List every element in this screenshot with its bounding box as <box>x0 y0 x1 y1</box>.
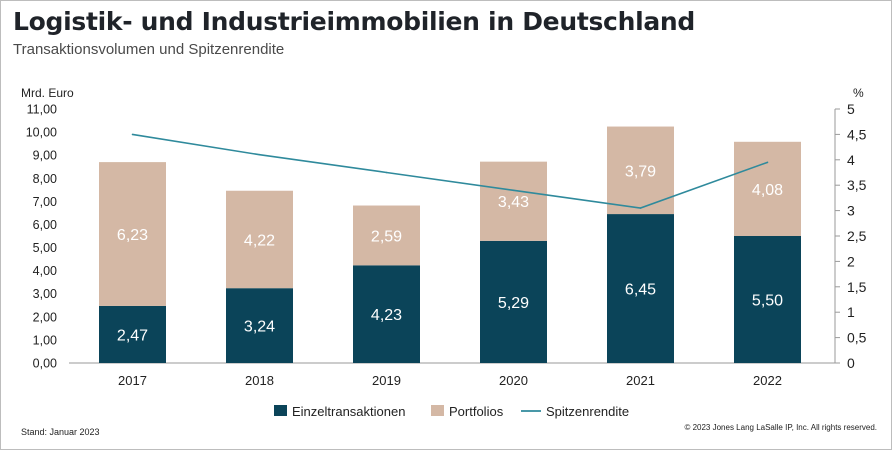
data-label-einzeltransaktionen: 5,29 <box>498 295 529 312</box>
y-tick-label: 0,00 <box>33 357 57 371</box>
y-tick-label: 5,00 <box>33 241 57 255</box>
x-tick-label: 2018 <box>245 373 274 388</box>
y2-tick-label: 2 <box>847 253 855 269</box>
data-label-einzeltransaktionen: 2,47 <box>117 327 148 344</box>
line-point-spitzenrendite <box>131 133 134 136</box>
line-point-spitzenrendite <box>385 171 388 174</box>
chart-title: Logistik- und Industrieimmobilien in Deu… <box>13 7 696 36</box>
bar-einzeltransaktionen <box>226 288 293 363</box>
y2-tick-label: 3,5 <box>847 177 867 193</box>
line-spitzenrendite <box>132 133 768 209</box>
legend-label-portfolios: Portfolios <box>449 404 504 419</box>
stand-note: Stand: Januar 2023 <box>21 427 100 437</box>
data-label-portfolios: 3,79 <box>625 163 656 180</box>
bar-portfolios <box>99 162 166 306</box>
x-tick-label: 2019 <box>372 373 401 388</box>
y-tick-label: 6,00 <box>33 218 57 232</box>
x-tick-label: 2017 <box>118 373 147 388</box>
y-tick-label: 4,00 <box>33 264 57 278</box>
y-tick-label: 11,00 <box>27 103 57 117</box>
y2-tick-label: 1,5 <box>847 279 867 295</box>
y2-tick-label: 4 <box>847 152 855 168</box>
bar-portfolios <box>353 205 420 266</box>
data-label-portfolios: 4,22 <box>244 232 275 249</box>
y2-tick-label: 2,5 <box>847 228 867 244</box>
chart-subtitle: Transaktionsvolumen und Spitzenrendite <box>13 41 285 58</box>
bar-portfolios <box>734 141 801 236</box>
legend-label-spitzenrendite: Spitzenrendite <box>546 404 629 419</box>
legend-swatch-portfolios <box>431 405 444 416</box>
y2-tick-label: 3 <box>847 203 855 219</box>
data-label-einzeltransaktionen: 4,23 <box>371 307 402 324</box>
line-point-spitzenrendite <box>766 161 769 164</box>
bar-portfolios <box>480 161 547 241</box>
bar-portfolios <box>226 190 293 289</box>
x-tick-label: 2021 <box>626 373 655 388</box>
data-label-einzeltransaktionen: 6,45 <box>625 282 656 299</box>
data-label-portfolios: 4,08 <box>752 182 783 199</box>
x-tick-label: 2020 <box>499 373 528 388</box>
data-label-einzeltransaktionen: 5,50 <box>752 293 783 310</box>
data-label-portfolios: 3,43 <box>498 194 529 211</box>
copyright-note: © 2023 Jones Lang LaSalle IP, Inc. All r… <box>684 423 877 432</box>
y-tick-label: 8,00 <box>33 172 57 186</box>
y-tick-label: 7,00 <box>33 195 57 209</box>
y2-tick-label: 0,5 <box>847 330 867 346</box>
bar-einzeltransaktionen <box>99 305 166 363</box>
y2-tick-label: 4,5 <box>847 126 867 142</box>
y-tick-label: 10,00 <box>26 126 57 140</box>
bar-einzeltransaktionen <box>607 214 674 363</box>
line-point-spitzenrendite <box>512 189 515 192</box>
data-label-einzeltransaktionen: 3,24 <box>244 319 275 336</box>
x-tick-label: 2022 <box>753 373 782 388</box>
y2-tick-label: 5 <box>847 101 855 117</box>
y-tick-label: 9,00 <box>33 149 57 163</box>
y-tick-label: 2,00 <box>33 310 57 324</box>
y-tick-label: 3,00 <box>33 287 57 301</box>
y2-tick-label: 1 <box>847 304 855 320</box>
y2-tick-label: 0 <box>847 355 855 371</box>
y-axis-title: Mrd. Euro <box>21 86 74 100</box>
line-point-spitzenrendite <box>639 207 642 209</box>
bar-einzeltransaktionen <box>480 240 547 363</box>
data-label-portfolios: 6,23 <box>117 227 148 244</box>
legend-label-einzeltransaktionen: Einzeltransaktionen <box>292 404 405 419</box>
bar-einzeltransaktionen <box>734 236 801 363</box>
bar-einzeltransaktionen <box>353 265 420 363</box>
y-tick-label: 1,00 <box>33 333 57 347</box>
line-point-spitzenrendite <box>258 153 261 156</box>
data-label-portfolios: 2,59 <box>371 228 402 245</box>
y2-axis-title: % <box>853 86 864 100</box>
legend-swatch-einzeltransaktionen <box>274 405 287 416</box>
